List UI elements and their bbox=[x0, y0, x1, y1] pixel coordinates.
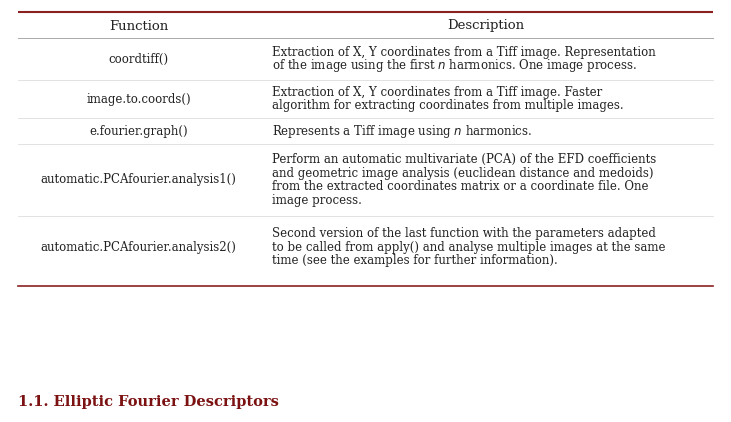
Text: e.fourier.graph(): e.fourier.graph() bbox=[89, 124, 188, 138]
Text: automatic.PCAfourier.analysis2(): automatic.PCAfourier.analysis2() bbox=[41, 241, 237, 254]
Text: to be called from apply() and analyse multiple images at the same: to be called from apply() and analyse mu… bbox=[271, 241, 665, 254]
Text: algorithm for extracting coordinates from multiple images.: algorithm for extracting coordinates fro… bbox=[271, 99, 623, 112]
Text: automatic.PCAfourier.analysis1(): automatic.PCAfourier.analysis1() bbox=[41, 173, 237, 187]
Text: coordtiff(): coordtiff() bbox=[109, 52, 169, 65]
Text: Extraction of X, Y coordinates from a Tiff image. Faster: Extraction of X, Y coordinates from a Ti… bbox=[271, 86, 602, 99]
Text: Perform an automatic multivariate (PCA) of the EFD coefficients: Perform an automatic multivariate (PCA) … bbox=[271, 153, 656, 166]
Text: Represents a Tiff image using $n$ harmonics.: Represents a Tiff image using $n$ harmon… bbox=[271, 122, 531, 140]
Text: of the image using the first $n$ harmonics. One image process.: of the image using the first $n$ harmoni… bbox=[271, 57, 637, 74]
Text: Description: Description bbox=[447, 19, 525, 32]
Text: and geometric image analysis (euclidean distance and medoids): and geometric image analysis (euclidean … bbox=[271, 167, 653, 180]
Text: 1.1. Elliptic Fourier Descriptors: 1.1. Elliptic Fourier Descriptors bbox=[18, 395, 279, 409]
Text: image.to.coords(): image.to.coords() bbox=[86, 92, 191, 106]
Text: time (see the examples for further information).: time (see the examples for further infor… bbox=[271, 254, 557, 267]
Text: image process.: image process. bbox=[271, 194, 361, 207]
Text: Second version of the last function with the parameters adapted: Second version of the last function with… bbox=[271, 227, 656, 240]
Text: Function: Function bbox=[109, 19, 168, 32]
Text: from the extracted coordinates matrix or a coordinate file. One: from the extracted coordinates matrix or… bbox=[271, 180, 648, 193]
Text: Extraction of X, Y coordinates from a Tiff image. Representation: Extraction of X, Y coordinates from a Ti… bbox=[271, 46, 655, 59]
